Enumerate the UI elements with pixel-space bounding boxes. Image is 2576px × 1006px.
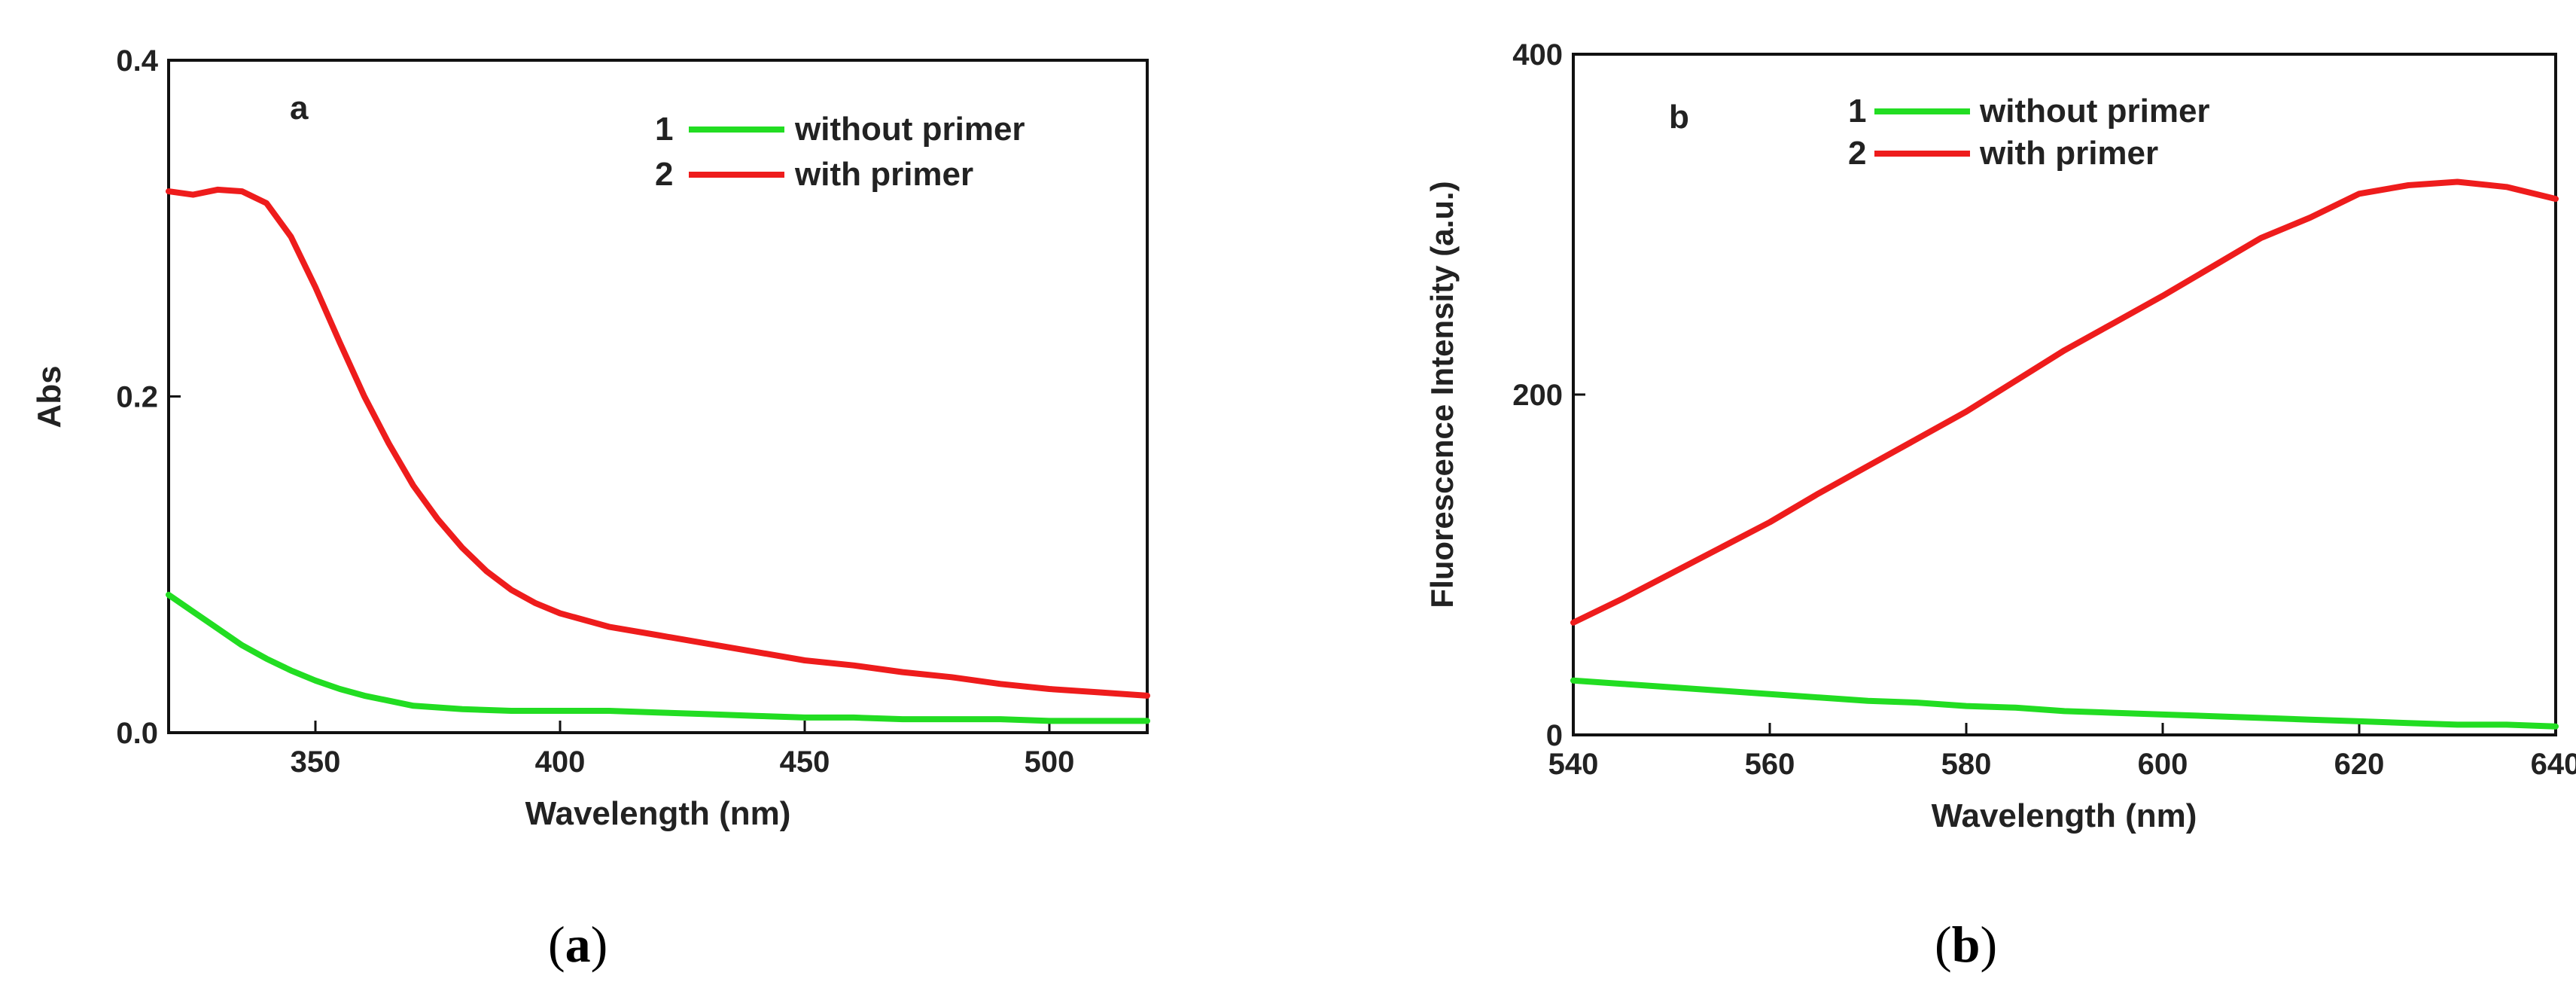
- panel-a-legend-2-index: 2: [655, 156, 673, 193]
- panel-b-series: [1570, 178, 2559, 730]
- panel-a-series-without-primer: [166, 591, 1150, 724]
- panel-a-series: [166, 186, 1150, 724]
- panel-b-x-tick-label: 540: [1548, 748, 1599, 781]
- panel-a-x-tick-label: 450: [780, 745, 830, 779]
- panel-b-y-axis-title: Fluorescence Intensity (a.u.): [1424, 181, 1460, 608]
- panel-a-y-tick-label: 0.2: [116, 381, 158, 414]
- panel-b-chart: 540 560 580 600 620 640 0 200 400 b 1 without pr…: [1424, 38, 2576, 834]
- panel-a-x-axis-title: Wavelength (nm): [525, 795, 791, 832]
- panel-a-legend-1-label: without primer: [794, 111, 1025, 148]
- panel-b-legend: 1 without primer 2 with primer: [1848, 93, 2210, 172]
- panel-b-x-tick-label: 560: [1745, 748, 1795, 781]
- panel-a-label: a: [290, 90, 309, 127]
- panel-b-series-without-primer: [1570, 677, 2559, 730]
- panel-a-y-axis-title: Abs: [31, 365, 68, 428]
- panel-b-label: b: [1669, 99, 1689, 136]
- panel-b-series-with-primer: [1570, 178, 2559, 626]
- panel-b-legend-2-label: with primer: [1979, 135, 2158, 172]
- panel-a-legend-1-index: 1: [655, 111, 673, 148]
- panel-b-y-tick-label: 200: [1512, 379, 1563, 412]
- panel-a-chart: 350 400 450 500 0.0 0.2 0.4 a 1 without primer…: [31, 44, 1150, 832]
- panel-b-legend-2-index: 2: [1848, 135, 1866, 172]
- panel-b-x-tick-label: 600: [2138, 748, 2188, 781]
- panel-b-legend-1-index: 1: [1848, 93, 1866, 130]
- panel-a-legend-2-label: with primer: [794, 156, 973, 193]
- panel-b-x-tick-label: 620: [2334, 748, 2385, 781]
- panel-b-x-tick-label: 580: [1941, 748, 1992, 781]
- panel-a-x-tick-label: 400: [535, 745, 586, 779]
- panel-b-y-tick-label: 0: [1546, 719, 1563, 752]
- panel-b-legend-1-label: without primer: [1979, 93, 2210, 130]
- panel-a-x-tick-label: 500: [1025, 745, 1075, 779]
- panel-a-y-tick-label: 0.0: [116, 717, 158, 750]
- panel-b-x-axis-title: Wavelength (nm): [1932, 797, 2197, 834]
- panel-a-y-tick-label: 0.4: [116, 44, 158, 78]
- panel-a-legend: 1 without primer 2 with primer: [655, 111, 1025, 193]
- panel-b-ticks: 540 560 580 600 620 640 0 200 400: [1512, 38, 2576, 781]
- panel-b-x-tick-label: 640: [2531, 748, 2576, 781]
- panel-a-series-with-primer: [166, 186, 1150, 699]
- panel-a-x-tick-label: 350: [291, 745, 341, 779]
- caption-a: (a): [548, 916, 608, 973]
- panel-b-y-tick-label: 400: [1512, 38, 1563, 72]
- caption-b: (b): [1935, 916, 1998, 973]
- panel-a-ticks: 350 400 450 500 0.0 0.2 0.4: [116, 44, 1074, 779]
